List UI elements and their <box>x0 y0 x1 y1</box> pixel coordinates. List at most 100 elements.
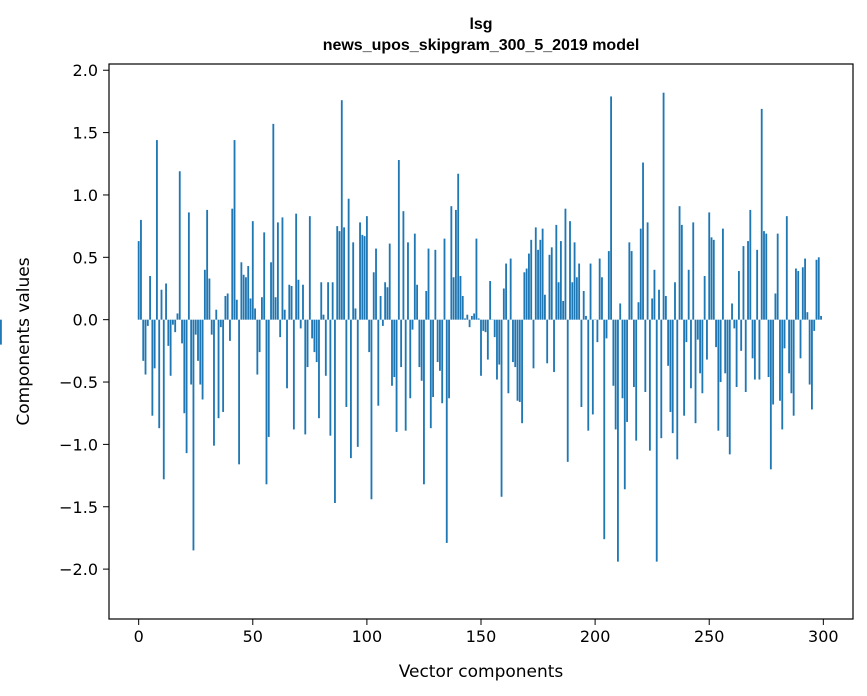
bar <box>420 319 423 381</box>
bar <box>653 269 656 320</box>
bar <box>459 276 462 320</box>
bar <box>416 284 419 320</box>
bar <box>183 319 186 414</box>
bar <box>365 216 368 320</box>
bar <box>747 241 749 320</box>
bar <box>543 294 546 320</box>
bar <box>439 319 441 371</box>
bar <box>557 282 560 320</box>
bar <box>274 297 277 320</box>
bar <box>612 319 615 386</box>
bar <box>646 222 649 320</box>
bar <box>404 319 407 431</box>
bar <box>160 289 163 320</box>
bar <box>553 319 555 373</box>
bar <box>249 298 252 320</box>
bar <box>276 222 279 320</box>
bar <box>708 212 711 320</box>
bar <box>523 272 526 320</box>
bar <box>623 319 626 490</box>
bar <box>423 319 425 485</box>
bar <box>617 319 619 562</box>
bar <box>637 302 640 320</box>
bar <box>619 303 622 320</box>
bar <box>797 271 800 320</box>
bar <box>377 319 380 406</box>
bar <box>146 319 149 326</box>
bar <box>694 319 697 424</box>
bar <box>286 319 288 389</box>
bar <box>507 319 510 394</box>
bar <box>690 319 692 389</box>
bar <box>779 319 781 401</box>
bar <box>427 248 430 320</box>
y-axis-label: Components values <box>14 257 34 425</box>
bar <box>331 282 334 320</box>
bar <box>308 216 311 320</box>
bar <box>142 319 145 361</box>
x-tick-label: 300 <box>808 627 839 646</box>
bar <box>505 263 508 320</box>
bar <box>626 319 628 422</box>
bar <box>311 319 314 339</box>
y-tick-label: −0.5 <box>59 373 98 392</box>
bar <box>340 100 343 320</box>
x-tick-label: 0 <box>134 627 144 646</box>
bar <box>206 209 209 320</box>
bar <box>772 319 775 405</box>
bar <box>783 319 786 349</box>
bar <box>559 241 562 320</box>
bar <box>370 319 373 500</box>
bar <box>607 251 610 320</box>
bar <box>596 319 599 343</box>
bar <box>240 262 243 320</box>
bar <box>486 319 489 360</box>
x-axis: 0 50 100 150 200 250 300 <box>134 619 839 646</box>
bar <box>817 257 820 320</box>
bar <box>379 295 382 320</box>
bar <box>215 309 218 320</box>
bar <box>820 315 822 320</box>
bar <box>395 319 398 432</box>
bar <box>402 211 405 320</box>
bar <box>245 277 247 320</box>
bar <box>201 319 204 400</box>
bar <box>425 290 428 320</box>
bar <box>502 288 505 320</box>
bar <box>674 282 676 320</box>
bar <box>804 258 806 320</box>
bar <box>550 247 553 320</box>
bar <box>749 209 752 320</box>
bar <box>343 227 345 320</box>
bar <box>651 298 654 320</box>
bar <box>680 224 683 320</box>
bar <box>384 282 387 320</box>
bar <box>788 319 791 374</box>
bar <box>347 198 350 320</box>
bar <box>801 267 804 320</box>
bar <box>156 140 158 320</box>
bar <box>233 140 236 320</box>
bar <box>477 318 480 320</box>
bar <box>500 319 503 497</box>
bar <box>480 319 482 376</box>
bar <box>203 269 206 320</box>
bar <box>758 319 761 380</box>
bar <box>587 319 590 431</box>
bar <box>432 319 434 397</box>
bar <box>450 206 453 320</box>
bar <box>776 233 779 320</box>
bar <box>630 251 633 320</box>
bar <box>591 319 594 415</box>
bar <box>740 319 743 351</box>
bar <box>683 319 686 416</box>
bar <box>468 319 471 328</box>
bar <box>448 319 450 399</box>
bar <box>799 319 802 359</box>
bar <box>352 242 355 320</box>
bar <box>290 286 293 320</box>
x-tick-label: 50 <box>243 627 263 646</box>
bar <box>735 319 738 388</box>
bar <box>635 319 638 441</box>
bar <box>407 242 409 320</box>
